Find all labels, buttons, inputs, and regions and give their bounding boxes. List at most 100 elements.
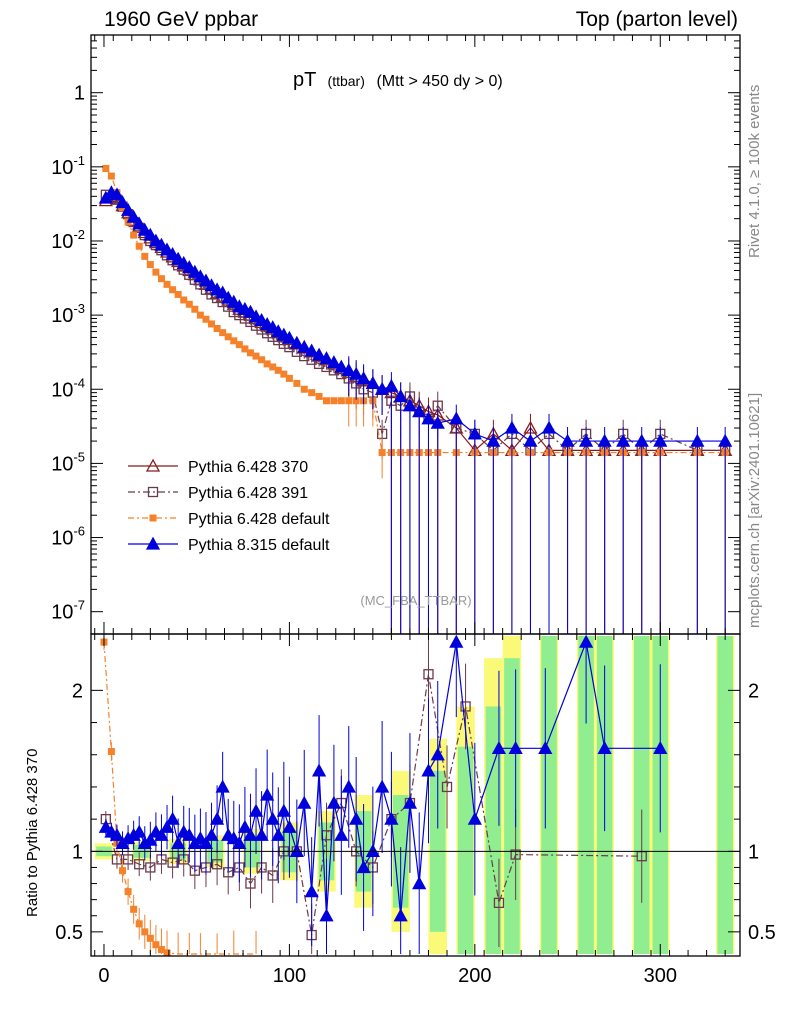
y-tick-label: 10-2 <box>51 227 85 253</box>
y-tick-label: 10-7 <box>51 598 85 624</box>
data-point <box>330 397 338 405</box>
data-point <box>115 195 130 209</box>
data-point <box>246 349 254 357</box>
data-point <box>215 285 230 299</box>
legend-marker <box>149 514 157 522</box>
ratio-point <box>159 819 175 833</box>
data-point <box>653 433 668 447</box>
y-tick-label: 10-3 <box>51 301 85 327</box>
ratio-point <box>143 832 158 846</box>
ratio-point <box>260 787 275 801</box>
ratio-frame <box>90 633 741 957</box>
ratio-y-tick-label: 2 <box>72 680 83 702</box>
ratio-y-tick-label: 0.5 <box>55 922 83 944</box>
ratio-point <box>109 827 125 841</box>
data-point <box>219 329 227 337</box>
ratio-point <box>107 748 115 756</box>
ratio-point <box>510 849 521 860</box>
y-tick-label: 1 <box>74 83 85 105</box>
x-tick-label: 0 <box>98 965 109 987</box>
data-point <box>263 360 271 368</box>
ratio-y-axis-label: Ratio to Pythia 6.428 370 <box>24 749 41 917</box>
band-green <box>578 636 594 954</box>
title-sub: (ttbar) <box>328 73 365 89</box>
ratio-point <box>384 811 399 825</box>
data-point <box>616 433 631 447</box>
legend-label: Pythia 6.428 391 <box>188 485 308 502</box>
ratio-point <box>248 803 264 817</box>
ratio-point <box>356 860 371 874</box>
band-green <box>717 636 733 954</box>
data-point <box>523 433 538 447</box>
ratio-point <box>198 835 214 849</box>
data-point <box>718 433 733 447</box>
ratio-point <box>597 740 612 754</box>
ratio-point <box>412 876 427 890</box>
ratio-point <box>204 827 219 841</box>
ratio-point <box>319 908 334 922</box>
data-point <box>208 320 216 328</box>
data-point <box>282 330 297 344</box>
data-point <box>146 261 154 269</box>
ratio-point <box>146 934 154 942</box>
ratio-point <box>232 835 247 849</box>
data-point <box>241 345 249 353</box>
data-point <box>311 347 327 361</box>
ratio-point <box>304 884 319 898</box>
title-cond: (Mtt > 450 dy > 0) <box>376 73 502 90</box>
ratio-point <box>141 928 149 936</box>
y-tick-label: 10-6 <box>51 524 85 550</box>
ratio-point <box>215 779 230 793</box>
ratio-point <box>538 740 553 754</box>
ratio-point <box>271 827 286 841</box>
data-point <box>319 351 334 365</box>
ratio-point <box>124 888 132 896</box>
ratio-point <box>341 779 356 793</box>
data-point <box>224 333 232 341</box>
band-green <box>541 636 557 954</box>
ratio-point <box>122 854 134 865</box>
data-point <box>107 172 115 180</box>
data-point <box>322 397 330 405</box>
data-point <box>120 202 136 216</box>
data-point <box>337 397 345 405</box>
mcplots-label: mcplots.cern.ch [arXiv:2401.10621] <box>746 392 763 628</box>
data-point <box>102 164 110 172</box>
ratio-point <box>375 779 390 793</box>
legend-marker <box>145 458 161 472</box>
data-point <box>304 343 319 357</box>
data-point <box>352 397 360 405</box>
ratio-line <box>105 674 642 936</box>
data-point <box>109 187 125 201</box>
data-point <box>297 339 312 353</box>
x-tick-label: 200 <box>458 965 491 987</box>
ratio-point <box>276 803 291 817</box>
data-point <box>597 433 612 447</box>
ratio-point <box>334 827 349 841</box>
ratio-series <box>91 634 740 957</box>
data-point <box>289 335 304 349</box>
ratio-point <box>491 740 507 754</box>
data-point <box>252 352 260 360</box>
data-point <box>378 449 386 457</box>
data-point <box>430 415 445 429</box>
data-point <box>421 411 436 425</box>
legend-marker <box>147 486 159 498</box>
x-tick-label: 300 <box>644 965 677 987</box>
data-point <box>174 290 182 298</box>
data-point <box>402 398 418 412</box>
data-point <box>578 433 594 447</box>
data-point <box>504 420 520 434</box>
data-point <box>293 379 301 387</box>
ratio-point <box>297 795 312 809</box>
ratio-point <box>578 634 594 648</box>
data-point <box>541 420 557 434</box>
data-point <box>690 433 705 447</box>
legend-label: Pythia 8.315 default <box>188 537 330 554</box>
data-point <box>308 389 316 397</box>
data-point <box>169 286 177 294</box>
ratio-point <box>171 835 186 849</box>
x-tick-label: 100 <box>273 965 306 987</box>
y-tick-label: 10-5 <box>51 449 85 475</box>
analysis-label: (MC_FBA_TTBAR) <box>360 593 471 608</box>
